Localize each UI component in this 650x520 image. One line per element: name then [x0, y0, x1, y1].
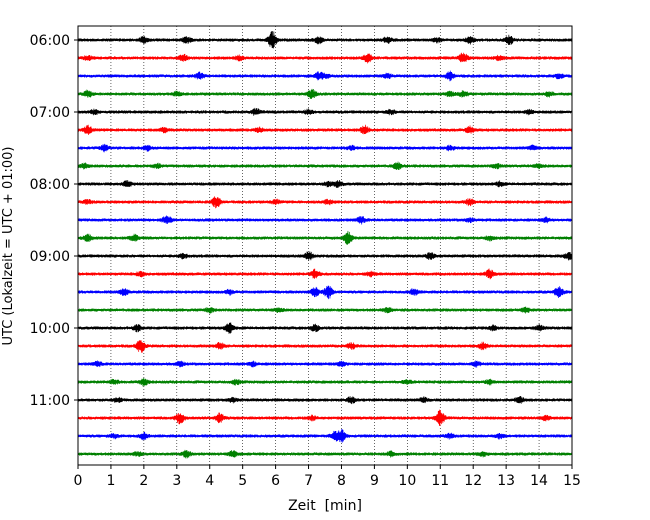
- plot-frame: [77, 25, 573, 466]
- x-tick-label-9: 9: [370, 473, 379, 489]
- trace-14: [77, 285, 573, 300]
- trace-19: [77, 378, 573, 387]
- trace-9: [77, 196, 573, 209]
- x-tick-label-2: 2: [139, 473, 148, 489]
- x-tick-label-13: 13: [497, 473, 515, 489]
- trace-0: [77, 31, 573, 49]
- y-tick-label-08:00: 08:00: [30, 177, 70, 193]
- trace-18: [77, 360, 573, 368]
- trace-20: [77, 395, 573, 405]
- x-axis-label: Zeit [min]: [288, 498, 362, 514]
- y-tick-label-10:00: 10:00: [30, 321, 70, 337]
- trace-2: [77, 70, 573, 82]
- trace-21: [77, 409, 573, 426]
- trace-6: [77, 143, 573, 153]
- trace-12: [77, 251, 573, 261]
- trace-10: [77, 215, 573, 225]
- trace-1: [77, 52, 573, 64]
- y-tick-label-06:00: 06:00: [30, 33, 70, 49]
- x-tick-label-11: 11: [431, 473, 449, 489]
- trace-17: [77, 340, 573, 353]
- trace-4: [77, 107, 573, 116]
- x-tick-label-0: 0: [74, 473, 83, 489]
- y-axis-label: UTC (Lokalzeit = UTC + 01:00): [1, 147, 16, 346]
- seismic-traces: [77, 31, 573, 459]
- trace-16: [77, 322, 573, 334]
- x-tick-label-6: 6: [271, 473, 280, 489]
- x-tick-label-4: 4: [205, 473, 214, 489]
- trace-3: [77, 88, 573, 99]
- trace-7: [77, 161, 573, 171]
- x-tick-label-7: 7: [304, 473, 313, 489]
- x-tick-label-5: 5: [238, 473, 247, 489]
- trace-23: [77, 449, 573, 459]
- x-tick-label-3: 3: [172, 473, 181, 489]
- x-tick-label-8: 8: [337, 473, 346, 489]
- y-tick-label-09:00: 09:00: [30, 249, 70, 265]
- x-tick-label-10: 10: [398, 473, 416, 489]
- trace-15: [77, 306, 573, 314]
- x-axis-ticks: 0 1 2 3 4 5 6 7 8 9 10 11 12 13 14 15: [74, 465, 581, 489]
- trace-22: [77, 429, 573, 443]
- trace-11: [77, 230, 573, 245]
- x-tick-label-15: 15: [563, 473, 581, 489]
- y-tick-label-07:00: 07:00: [30, 105, 70, 121]
- y-axis-ticks: 06:00 07:00 08:00 09:00 10:00 11:00: [30, 33, 78, 409]
- x-tick-label-1: 1: [106, 473, 115, 489]
- trace-13: [77, 268, 573, 280]
- trace-8: [77, 179, 573, 188]
- y-tick-label-11:00: 11:00: [30, 393, 70, 409]
- x-tick-label-12: 12: [464, 473, 482, 489]
- x-tick-label-14: 14: [530, 473, 548, 489]
- grid-lines: [110, 26, 540, 465]
- trace-5: [77, 124, 573, 136]
